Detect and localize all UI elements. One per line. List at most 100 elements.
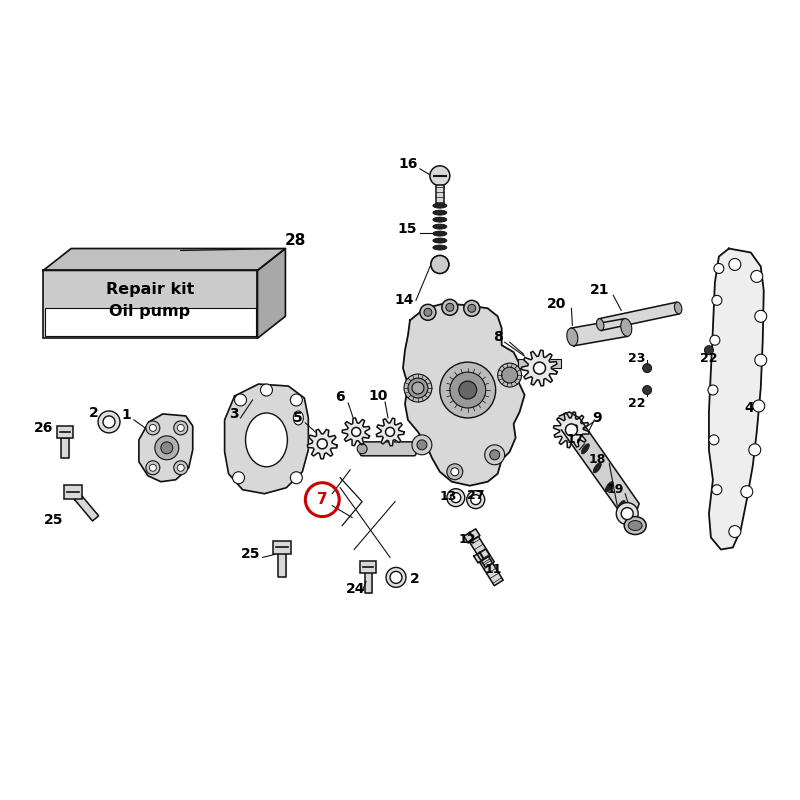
Text: 26: 26 bbox=[34, 421, 53, 435]
Text: Oil pump: Oil pump bbox=[110, 304, 190, 318]
Circle shape bbox=[754, 310, 766, 322]
Text: 20: 20 bbox=[546, 298, 566, 311]
Circle shape bbox=[750, 270, 762, 282]
Text: 8: 8 bbox=[493, 330, 502, 344]
Polygon shape bbox=[43, 249, 286, 270]
Text: 25: 25 bbox=[43, 513, 63, 526]
Text: 13: 13 bbox=[439, 490, 457, 503]
Circle shape bbox=[412, 382, 424, 394]
Circle shape bbox=[470, 494, 481, 505]
Circle shape bbox=[451, 493, 461, 502]
Ellipse shape bbox=[566, 328, 578, 346]
Circle shape bbox=[103, 416, 115, 428]
Polygon shape bbox=[307, 430, 337, 458]
Circle shape bbox=[404, 374, 432, 402]
Circle shape bbox=[446, 303, 454, 311]
Circle shape bbox=[622, 508, 633, 519]
Circle shape bbox=[234, 394, 246, 406]
FancyBboxPatch shape bbox=[46, 308, 255, 336]
Circle shape bbox=[150, 464, 156, 471]
Circle shape bbox=[490, 450, 500, 460]
Text: 17: 17 bbox=[566, 434, 584, 446]
Circle shape bbox=[146, 461, 160, 474]
Circle shape bbox=[155, 436, 178, 460]
Circle shape bbox=[642, 364, 652, 373]
Ellipse shape bbox=[294, 411, 303, 425]
Circle shape bbox=[708, 385, 718, 395]
Circle shape bbox=[442, 299, 458, 315]
Polygon shape bbox=[559, 412, 639, 519]
Circle shape bbox=[174, 461, 188, 474]
Circle shape bbox=[753, 400, 765, 412]
Ellipse shape bbox=[433, 224, 447, 229]
Text: 18: 18 bbox=[589, 454, 606, 466]
Text: 3: 3 bbox=[229, 407, 238, 421]
Text: 27: 27 bbox=[467, 489, 485, 502]
Circle shape bbox=[261, 384, 273, 396]
Circle shape bbox=[408, 378, 428, 398]
Ellipse shape bbox=[433, 231, 447, 236]
Text: 1: 1 bbox=[121, 408, 131, 422]
FancyBboxPatch shape bbox=[64, 485, 82, 498]
Circle shape bbox=[466, 490, 485, 509]
Polygon shape bbox=[139, 414, 193, 482]
Polygon shape bbox=[522, 350, 557, 386]
Circle shape bbox=[290, 472, 302, 484]
Circle shape bbox=[450, 372, 486, 408]
Circle shape bbox=[233, 472, 245, 484]
Ellipse shape bbox=[621, 318, 632, 336]
Polygon shape bbox=[464, 529, 480, 543]
Circle shape bbox=[146, 421, 160, 435]
Polygon shape bbox=[470, 537, 494, 567]
Text: 22: 22 bbox=[629, 398, 646, 410]
Circle shape bbox=[424, 308, 432, 316]
Circle shape bbox=[709, 435, 719, 445]
Circle shape bbox=[642, 386, 652, 394]
Circle shape bbox=[468, 304, 476, 312]
Text: 11: 11 bbox=[485, 563, 502, 576]
Polygon shape bbox=[599, 302, 679, 330]
Circle shape bbox=[566, 424, 578, 436]
FancyBboxPatch shape bbox=[43, 270, 258, 338]
Circle shape bbox=[458, 381, 477, 399]
Circle shape bbox=[729, 526, 741, 538]
Circle shape bbox=[464, 300, 480, 316]
Circle shape bbox=[386, 427, 394, 436]
Polygon shape bbox=[225, 384, 308, 494]
Circle shape bbox=[714, 263, 724, 274]
Polygon shape bbox=[474, 549, 490, 563]
Circle shape bbox=[498, 363, 522, 387]
Circle shape bbox=[705, 346, 714, 354]
Ellipse shape bbox=[433, 210, 447, 215]
Circle shape bbox=[417, 440, 427, 450]
Circle shape bbox=[318, 439, 327, 449]
Circle shape bbox=[150, 425, 156, 431]
Polygon shape bbox=[554, 412, 590, 448]
FancyBboxPatch shape bbox=[57, 426, 73, 438]
Circle shape bbox=[534, 362, 546, 374]
Ellipse shape bbox=[246, 413, 287, 466]
Polygon shape bbox=[342, 418, 370, 446]
Text: 22: 22 bbox=[700, 352, 718, 365]
Circle shape bbox=[754, 354, 766, 366]
Circle shape bbox=[412, 435, 432, 455]
Circle shape bbox=[161, 442, 173, 454]
Ellipse shape bbox=[433, 217, 447, 222]
Text: 16: 16 bbox=[398, 157, 418, 171]
Polygon shape bbox=[403, 303, 525, 486]
Circle shape bbox=[431, 255, 449, 274]
Text: 6: 6 bbox=[335, 390, 345, 404]
Ellipse shape bbox=[618, 501, 626, 510]
Ellipse shape bbox=[624, 517, 646, 534]
Circle shape bbox=[710, 335, 720, 345]
Circle shape bbox=[712, 295, 722, 306]
Ellipse shape bbox=[628, 521, 642, 530]
Text: 4: 4 bbox=[744, 401, 754, 415]
Text: 2: 2 bbox=[89, 406, 99, 420]
Ellipse shape bbox=[674, 302, 682, 314]
FancyBboxPatch shape bbox=[360, 562, 376, 574]
Circle shape bbox=[616, 502, 638, 525]
FancyBboxPatch shape bbox=[518, 359, 562, 368]
Text: 2: 2 bbox=[410, 572, 420, 586]
FancyBboxPatch shape bbox=[360, 442, 416, 456]
